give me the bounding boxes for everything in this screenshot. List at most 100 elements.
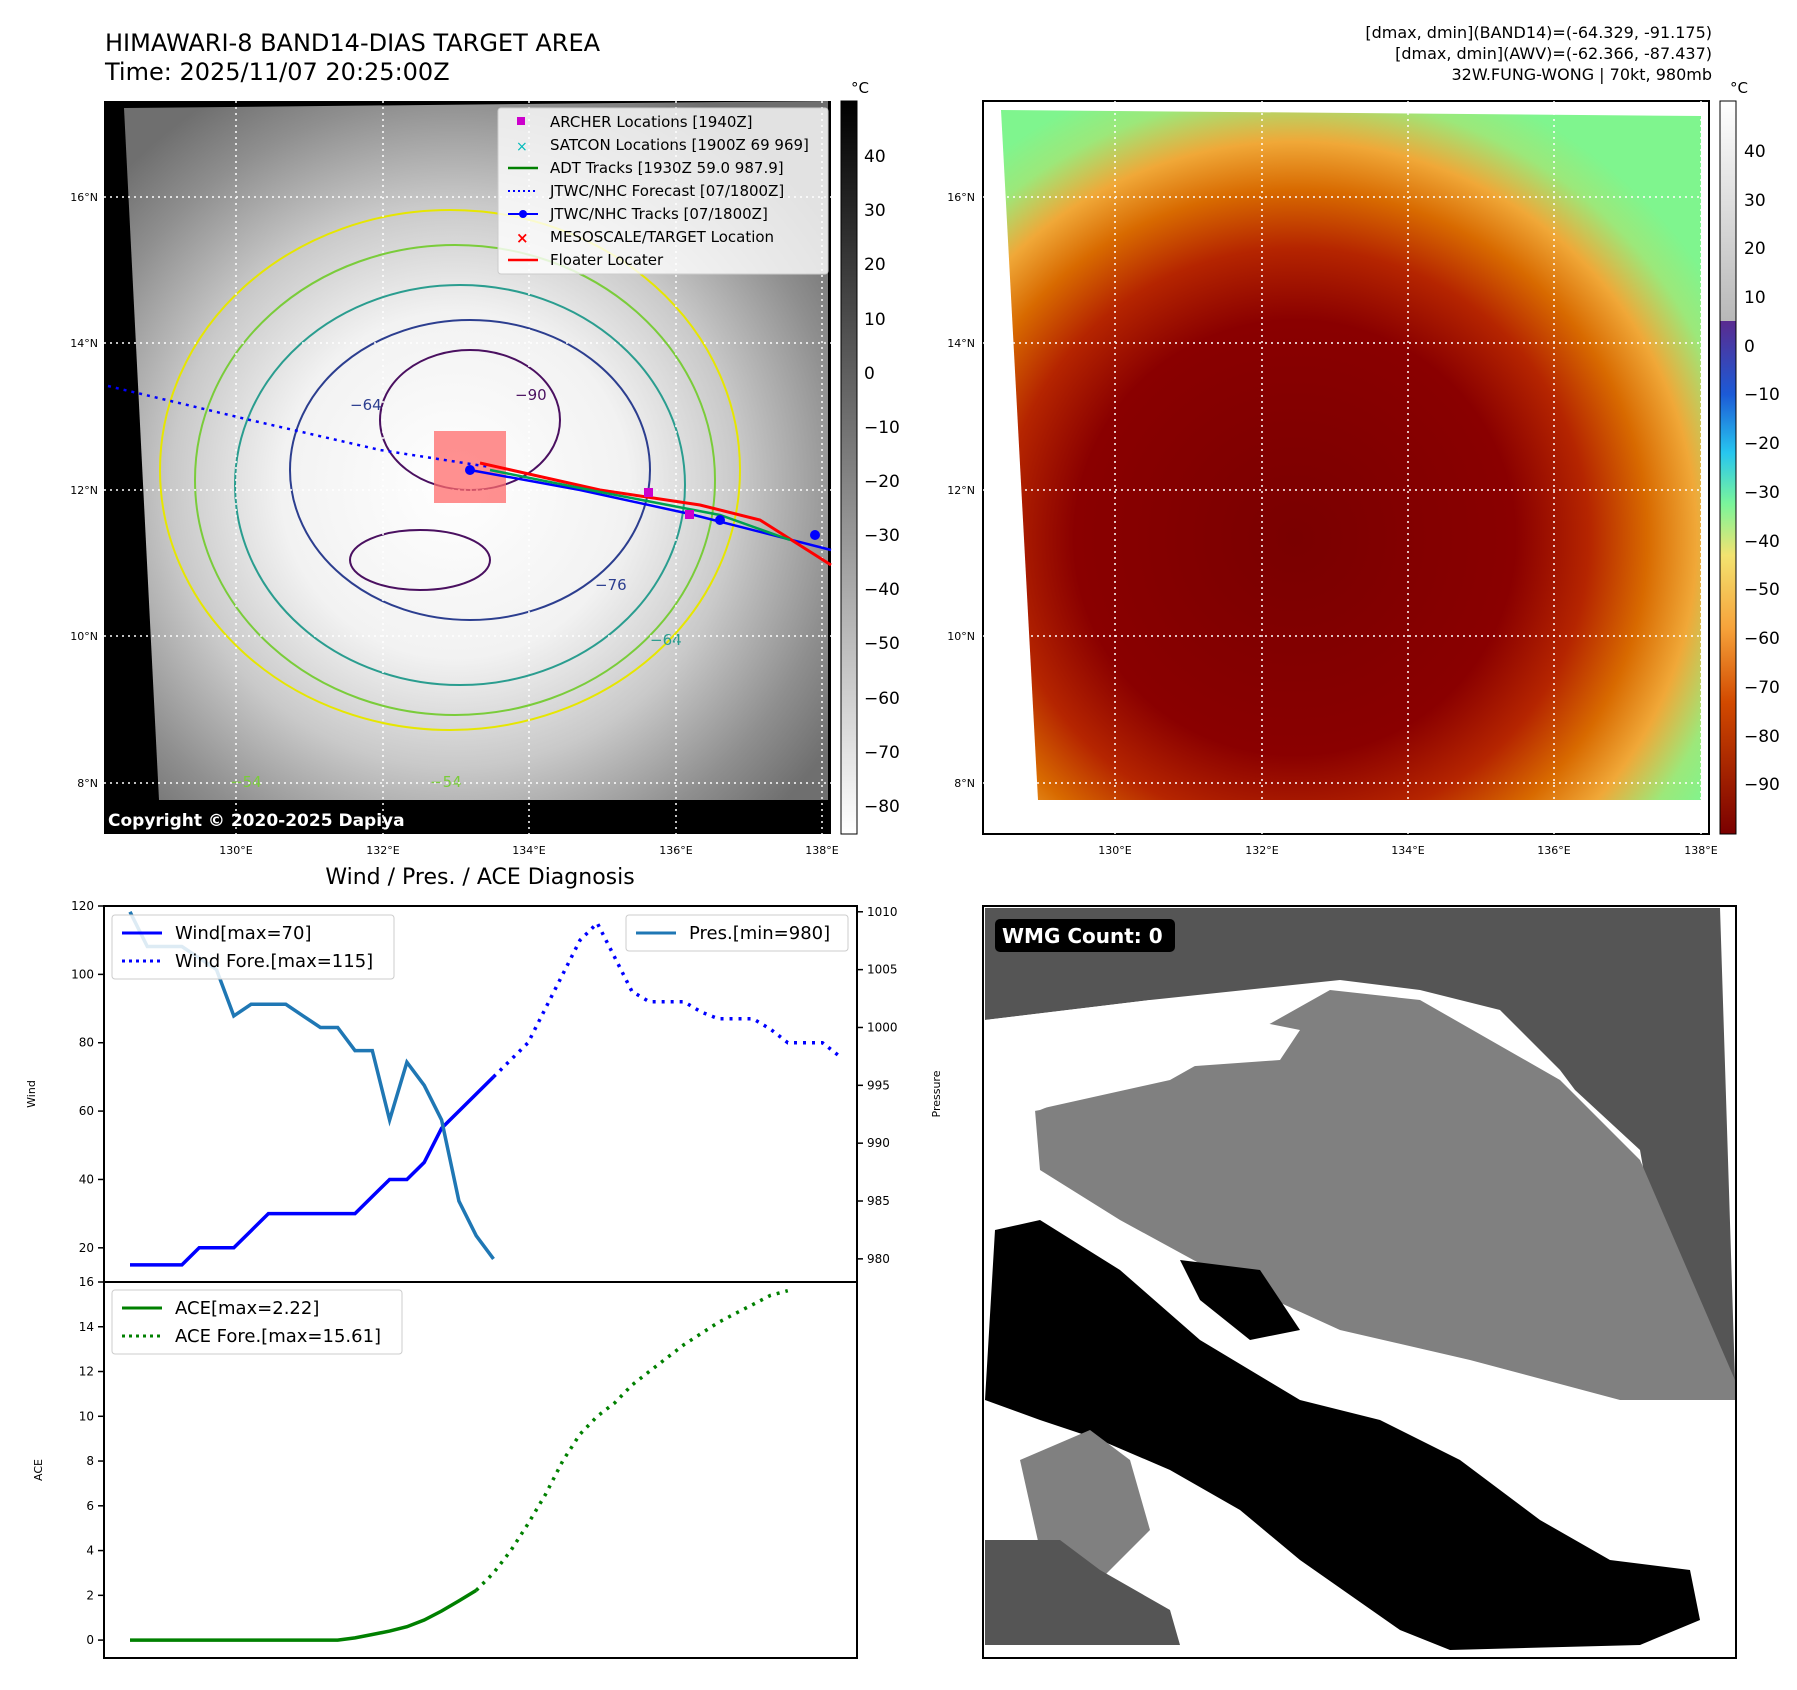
legend-tracks: JTWC/NHC Tracks [07/1800Z] [549,205,768,223]
pres-y-tick-label: 1010 [867,905,898,919]
lon-label: 136°E [659,844,692,857]
track-point [715,515,725,525]
awv-colorbar [1719,100,1737,835]
lon-label: 138°E [1684,844,1717,857]
cb-tick: −60 [1744,629,1780,649]
wind-pres-plot: 20 40 60 80 100 120 980 985 990 995 1000 1005 1010 [71,899,898,1267]
lat-label: 8°N [77,777,98,790]
cb-tick: −40 [1744,532,1780,552]
pres-y-tick-label: 995 [867,1078,890,1092]
legend-forecast: JTWC/NHC Forecast [07/1800Z] [549,182,784,200]
wmg-region-dark [985,908,1735,1380]
lat-label: 16°N [947,191,975,204]
contour-label: −90 [515,386,547,404]
lat-label: 12°N [70,484,98,497]
ir-colorbar-unit: °C [851,79,869,97]
lat-label: 14°N [70,337,98,350]
cb-tick: −70 [864,743,900,763]
pres-y-tick-label: 1005 [867,963,898,977]
series-wind-fore [492,920,841,1079]
legend-adt: ADT Tracks [1930Z 59.0 987.9] [550,159,784,177]
cb-tick: 10 [864,310,886,330]
wind-y-tick-label: 120 [71,899,94,913]
ace-legend-box [111,1289,403,1355]
legend-marker-target: × [516,229,529,247]
legend-ace-fore: ACE Fore.[max=15.61] [175,1326,381,1347]
lon-label: 130°E [219,844,252,857]
ir-legend: ARCHER Locations [1940Z] × SATCON Locati… [508,113,809,269]
ace-plot: 0 2 4 6 8 10 12 14 16 [79,1275,789,1647]
lon-label: 134°E [512,844,545,857]
cb-tick: −10 [1744,385,1780,405]
cb-tick: −30 [864,526,900,546]
wmg-badge-bg [995,919,1175,952]
lat-label: 10°N [947,630,975,643]
pres-legend-box [625,914,849,952]
awv-info: [dmax, dmin](BAND14)=(-64.329, -91.175) … [1365,23,1712,84]
lat-label: 10°N [70,630,98,643]
awv-info-line1: [dmax, dmin](BAND14)=(-64.329, -91.175) [1365,23,1712,42]
contour-label: −54 [430,773,462,791]
ace-axes [103,1281,858,1659]
cb-tick: 20 [1744,239,1766,259]
legend-wind-fore: Wind Fore.[max=115] [175,951,373,972]
series-ace-fore [474,1289,789,1592]
legend-pres: Pres.[min=980] [689,923,830,944]
lon-label: 130°E [1098,844,1131,857]
ace-y-tick-label: 16 [79,1275,94,1289]
legend-marker-archer [517,117,525,125]
pressure-ylabel: Pressure [930,1070,943,1117]
cb-tick: −80 [1744,727,1780,747]
cb-tick: −50 [1744,580,1780,600]
wind-legend-box [111,914,395,980]
wmg-panel: WMG Count: 0 [982,905,1737,1659]
wind-y-tick-label: 20 [79,1241,94,1255]
ir-map-panel: HIMAWARI-8 BAND14-DIAS TARGET AREA Time:… [70,29,900,857]
legend-satcon: SATCON Locations [1900Z 69 969] [550,136,809,154]
cb-tick: 40 [864,147,886,167]
lon-label: 132°E [1245,844,1278,857]
track-point [810,530,820,540]
legend-archer: ARCHER Locations [1940Z] [550,113,753,131]
wmg-region-mid [1035,990,1735,1400]
lat-label: 12°N [947,484,975,497]
legend-target: MESOSCALE/TARGET Location [550,228,774,246]
ace-y-tick-label: 10 [79,1409,94,1423]
wmg-region-black [985,1220,1700,1650]
forecast-track [107,384,491,469]
legend-wind: Wind[max=70] [175,923,312,944]
awv-info-line3: 32W.FUNG-WONG | 70kt, 980mb [1451,65,1712,84]
awv-info-line2: [dmax, dmin](AWV)=(-62.366, -87.437) [1395,44,1712,63]
ir-lat-labels: 16°N 14°N 12°N 10°N 8°N [70,191,98,790]
cb-tick: 20 [864,255,886,275]
series-ace [130,1588,478,1642]
contour-label: −64 [350,396,382,414]
awv-colorbar-ticks: 40 30 20 10 0 −10 −20 −30 −40 −50 −60 −7… [1744,142,1780,795]
legend-ace: ACE[max=2.22] [175,1298,319,1319]
wind-y-tick-label: 60 [79,1104,94,1118]
awv-image [1001,110,1701,800]
wind-ylabel: Wind [25,1080,38,1108]
awv-colorbar-unit: °C [1730,79,1748,97]
lat-label: 8°N [954,777,975,790]
lon-label: 138°E [805,844,838,857]
wind-y-tick-label: 40 [79,1172,94,1186]
ace-y-tick-label: 14 [79,1320,94,1334]
cb-tick: 0 [1744,337,1755,357]
ir-lon-labels: 130°E 132°E 134°E 136°E 138°E [219,844,838,857]
ace-y-tick-label: 4 [86,1544,94,1558]
ir-legend-box [497,107,829,275]
ace-y-tick-label: 2 [86,1588,94,1602]
contour-label: −76 [595,576,627,594]
best-track [469,468,832,552]
cb-tick: −40 [864,580,900,600]
ir-colorbar-ticks: 40 30 20 10 0 −10 −20 −30 −40 −50 −60 −7… [864,147,900,817]
series-wind [130,1075,495,1267]
wmg-region-black-2 [1180,1260,1300,1340]
diagnosis-panel: Wind / Pres. / ACE Diagnosis Wind Pressu… [25,865,943,1659]
wmg-region-white [985,1000,1300,1120]
lat-label: 16°N [70,191,98,204]
floater-track [479,461,832,567]
cb-tick: −50 [864,634,900,654]
adt-track [489,468,791,542]
